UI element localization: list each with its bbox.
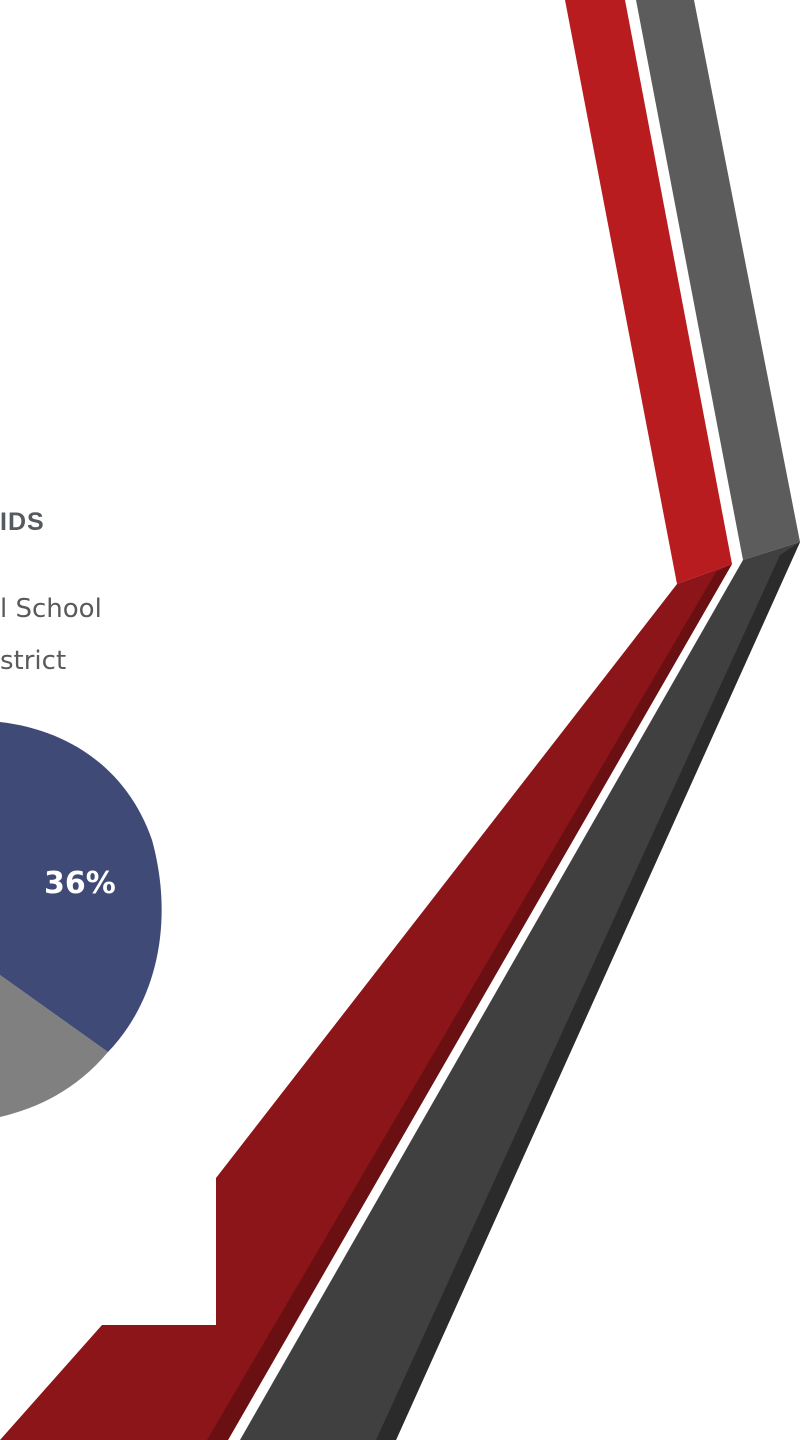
pie-slice-gray [0,975,108,1117]
pie-slice-navy-36 [0,722,162,1052]
legend-text-line-2: strict [0,646,67,676]
stripe-gray-lower [240,542,800,1440]
stripe-red-lower [0,564,732,1440]
slide-heading: IDS [0,508,45,536]
stripe-gray-upper [636,0,800,560]
stripe-red-lower-shadow [207,564,732,1440]
legend-text-line-1: l School [0,594,102,624]
pie-slice-label: 36% [44,866,116,901]
stripe-gray-lower-shadow [376,542,800,1440]
stripe-red-upper [565,0,732,584]
